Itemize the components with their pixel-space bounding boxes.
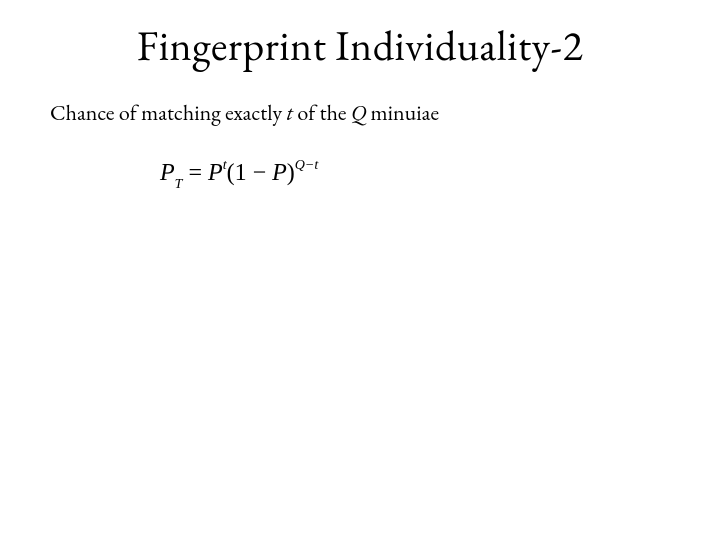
formula-sup-t: t: [223, 158, 227, 173]
body-prefix: Chance of matching exactly: [50, 98, 287, 127]
formula: PT = Pt(1 − P)Q−t: [160, 160, 318, 191]
body-line: Chance of matching exactly t of the Q mi…: [50, 98, 439, 127]
formula-P: P: [160, 160, 175, 186]
formula-P3: P: [272, 160, 287, 186]
formula-rpar: ): [287, 160, 295, 186]
slide: Fingerprint Individuality-2 Chance of ma…: [0, 0, 720, 540]
slide-title: Fingerprint Individuality-2: [0, 18, 720, 73]
body-suffix: minuiae: [366, 98, 439, 127]
body-mid: of the: [293, 98, 351, 127]
formula-lpar: (1 −: [227, 160, 273, 186]
var-Q: Q: [351, 98, 366, 127]
formula-sup-Qmt: Q−t: [295, 158, 318, 173]
formula-eq: =: [182, 160, 208, 186]
formula-sub-T: T: [175, 177, 183, 192]
formula-P2: P: [208, 160, 223, 186]
